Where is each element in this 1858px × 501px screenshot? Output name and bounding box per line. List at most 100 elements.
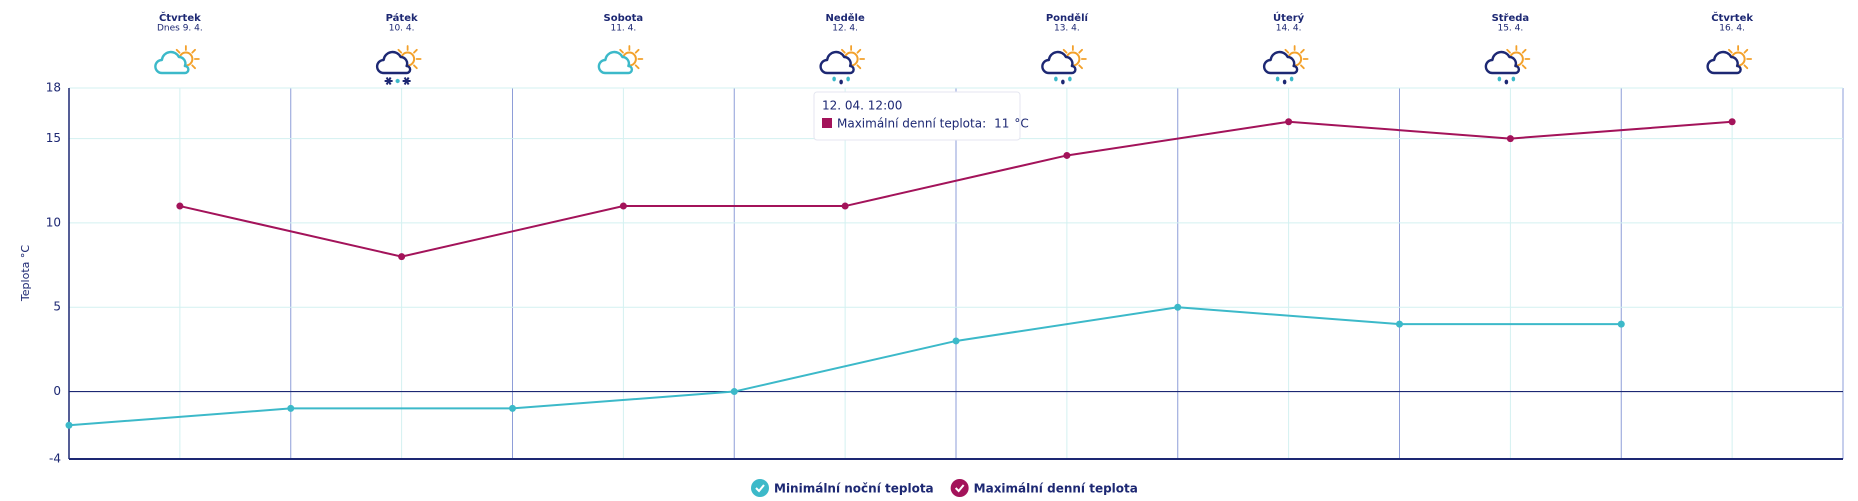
weather-icon <box>597 45 644 75</box>
data-point <box>65 421 73 429</box>
data-point <box>1396 320 1403 328</box>
day-name: Čtvrtek <box>1711 11 1753 24</box>
cloud <box>1484 50 1521 75</box>
cloud <box>1262 50 1299 75</box>
tooltip-title: 12. 04. 12:00 <box>822 99 902 113</box>
sun-ray <box>634 48 640 54</box>
tooltip-unit: °C <box>1014 117 1028 131</box>
rain-drop <box>1282 79 1287 85</box>
day-name: Neděle <box>825 12 865 24</box>
weather-icon <box>1041 45 1087 85</box>
sun-ray <box>1300 64 1305 70</box>
sun-ray <box>191 64 196 70</box>
day-name: Středa <box>1492 12 1530 24</box>
data-point <box>509 404 516 412</box>
sun-ray <box>619 48 624 54</box>
data-point <box>176 202 184 210</box>
series-line <box>179 120 1733 258</box>
rain-drop <box>1275 76 1280 82</box>
rain-drop <box>1289 76 1294 82</box>
rain-drop <box>832 76 836 82</box>
snow-flake <box>395 78 400 84</box>
sun-ray <box>1078 48 1083 54</box>
sun-ray <box>856 64 862 70</box>
day-name: Pondělí <box>1046 12 1089 24</box>
day-date: 14. 4. <box>1276 24 1302 34</box>
data-point <box>619 202 627 210</box>
y-tick-label: 0 <box>53 384 61 398</box>
data-point <box>1617 320 1625 328</box>
y-tick-label: -4 <box>49 452 61 466</box>
series-line <box>68 306 1622 427</box>
sun-ray <box>1284 48 1290 54</box>
sun-ray <box>1062 48 1068 54</box>
sun-ray <box>1521 64 1527 70</box>
rain-drop <box>1497 76 1502 82</box>
tooltip-swatch <box>822 118 832 128</box>
data-point <box>1285 118 1293 126</box>
data-point <box>1506 135 1514 143</box>
data-point <box>730 388 738 396</box>
tooltip-box <box>813 91 1021 141</box>
tooltip-label: Maximální denní teplota: <box>837 117 986 131</box>
sun-ray <box>1300 48 1305 54</box>
sun-ray <box>1743 64 1749 70</box>
rain-drop <box>846 76 850 82</box>
day-date: 13. 4. <box>1054 24 1080 34</box>
sun-ray <box>634 64 640 70</box>
cloud <box>1706 50 1742 75</box>
sun-ray <box>413 48 418 54</box>
sun-ray <box>1743 48 1749 54</box>
day-date: 11. 4. <box>610 24 636 34</box>
snow-flake <box>385 77 392 85</box>
sun-ray <box>1728 48 1733 54</box>
legend-label[interactable]: Maximální denní teplota <box>974 482 1138 496</box>
cloud <box>1041 50 1077 75</box>
rain-drop <box>1068 76 1072 82</box>
tooltip: 12. 04. 12:00 Maximální denní teplota: 11 °… <box>813 91 1029 141</box>
day-date: Dnes 9. 4. <box>157 24 203 34</box>
sun-ray <box>1521 48 1527 54</box>
data-point <box>1174 303 1182 311</box>
cloud <box>375 50 412 75</box>
day-date: 12. 4. <box>832 24 858 34</box>
data-point <box>287 404 295 412</box>
legend-check <box>755 484 765 493</box>
sun-ray <box>397 48 403 54</box>
day-date: 10. 4. <box>389 24 415 34</box>
day-name: Pátek <box>386 12 418 24</box>
rain-drop <box>839 79 843 85</box>
sun-ray <box>841 48 846 54</box>
cloud <box>819 50 855 75</box>
sun-ray <box>1506 48 1511 54</box>
data-point <box>841 202 849 210</box>
data-point <box>398 253 406 261</box>
rain-drop <box>1061 79 1065 85</box>
rain-drop <box>1511 76 1516 82</box>
legend-check <box>954 484 965 493</box>
y-tick-label: 15 <box>46 131 61 145</box>
y-tick-label: 10 <box>46 215 61 229</box>
legend-marker[interactable] <box>751 479 769 497</box>
day-name: Sobota <box>604 13 644 24</box>
weather-icon <box>1262 45 1309 85</box>
day-name: Čtvrtek <box>159 11 201 24</box>
weather-icon <box>1484 45 1531 85</box>
sun-ray <box>856 48 862 54</box>
data-point <box>1063 151 1071 159</box>
legend-label[interactable]: Minimální noční teplota <box>774 482 934 496</box>
rain-drop <box>1054 76 1058 82</box>
y-tick-label: 5 <box>53 300 61 314</box>
tooltip-value: 11 <box>994 117 1009 131</box>
sun-ray <box>191 48 196 54</box>
legend-marker[interactable] <box>950 479 969 497</box>
sun-ray <box>175 48 181 54</box>
snow-flake <box>403 77 410 85</box>
cloud <box>154 50 190 75</box>
cloud <box>597 50 634 75</box>
data-point <box>1728 118 1736 126</box>
weather-icon <box>1706 45 1753 75</box>
day-date: 15. 4. <box>1497 24 1523 34</box>
y-tick-label: 18 <box>46 81 61 95</box>
